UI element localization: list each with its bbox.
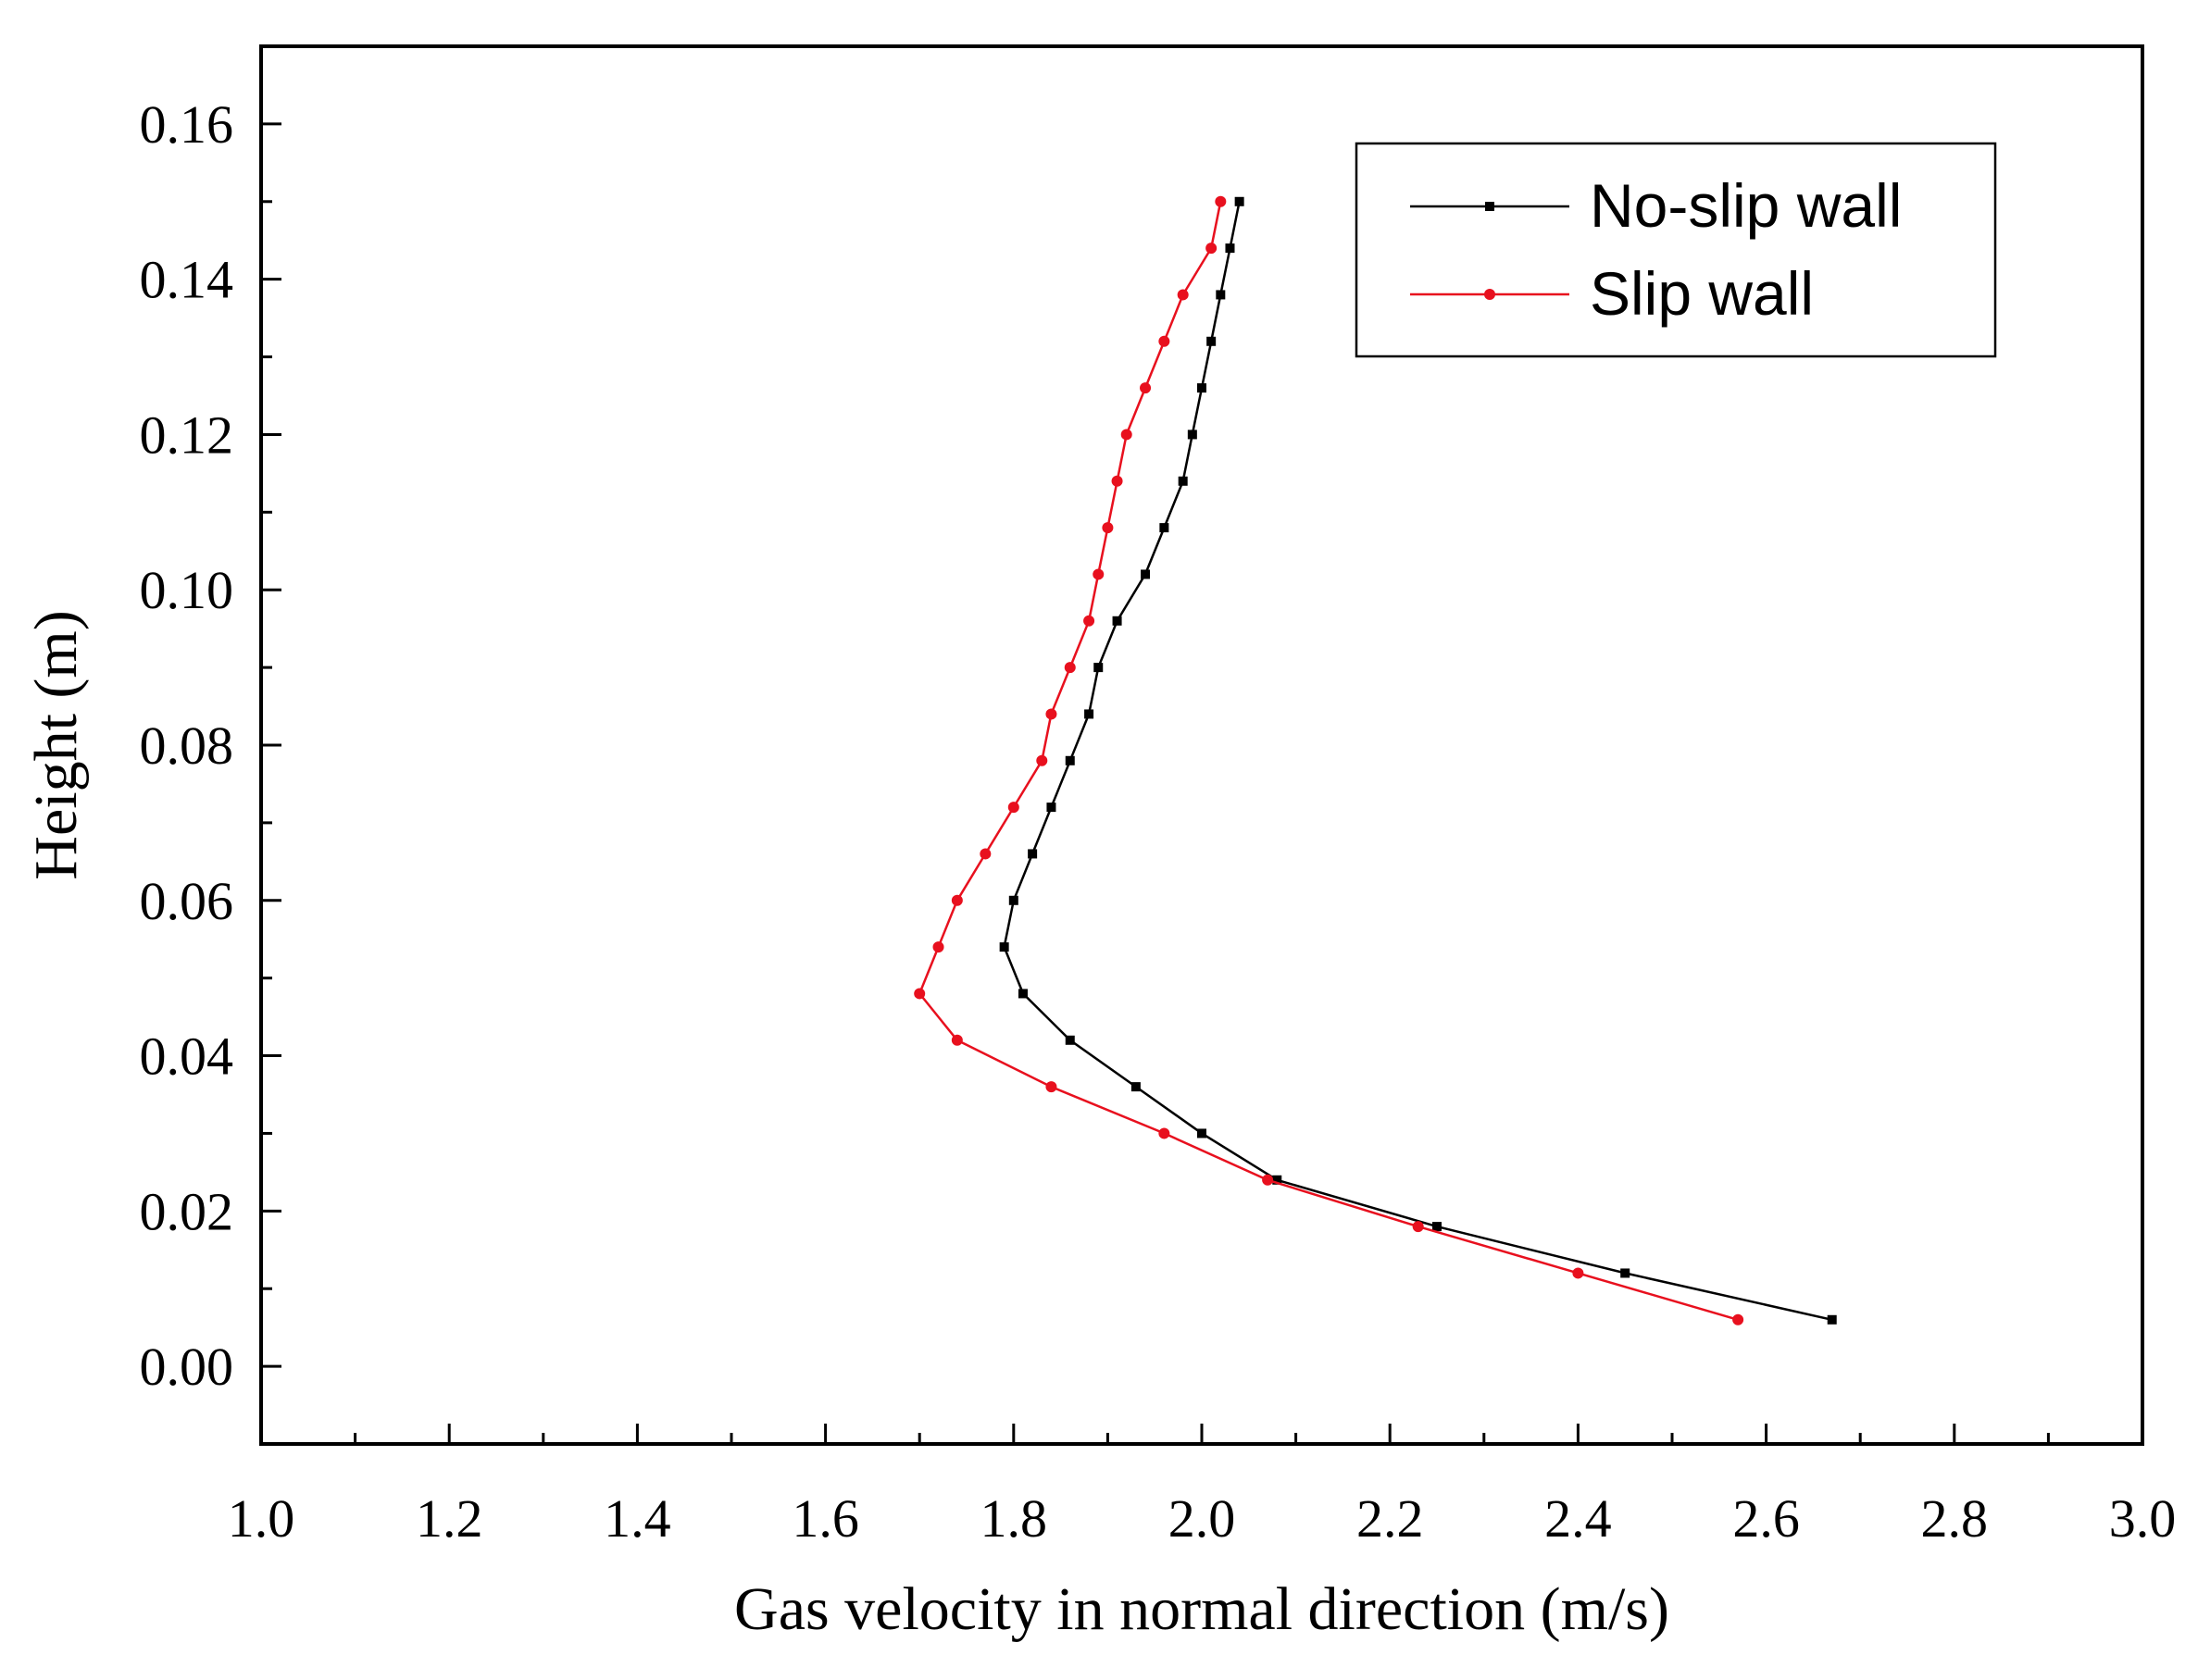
legend-marker-no-slip-wall [1485, 202, 1494, 211]
x-tick-label: 2.4 [1544, 1488, 1612, 1549]
data-point-slip-wall [980, 848, 992, 860]
y-tick-label: 0.16 [140, 94, 234, 155]
y-tick-label: 0.12 [140, 404, 234, 465]
data-point-no-slip-wall [1187, 429, 1197, 440]
x-axis-title: Gas velocity in normal direction (m/s) [734, 1575, 1669, 1643]
tick-labels: 1.0 1.2 1.4 1.6 1.8 2.0 2.2 2.4 2.6 2.8 3.0 0.00 0.0… [140, 94, 2177, 1549]
y-tick-label: 0.14 [140, 250, 234, 310]
data-point-no-slip-wall [1432, 1222, 1442, 1232]
y-tick-label: 0.00 [140, 1337, 234, 1397]
y-tick-label: 0.04 [140, 1027, 234, 1087]
data-point-no-slip-wall [1141, 569, 1151, 579]
data-point-slip-wall [932, 941, 944, 953]
data-point-no-slip-wall [1234, 196, 1244, 206]
plot-series [914, 195, 1837, 1325]
data-point-no-slip-wall [1028, 849, 1038, 859]
data-point-no-slip-wall [1112, 616, 1122, 626]
data-point-no-slip-wall [1084, 709, 1094, 719]
x-tick-label: 1.2 [416, 1488, 483, 1549]
x-tick-label: 1.8 [980, 1488, 1048, 1549]
data-point-no-slip-wall [1065, 755, 1075, 765]
data-point-slip-wall [1093, 568, 1105, 580]
data-point-no-slip-wall [1159, 523, 1169, 533]
data-point-no-slip-wall [1046, 803, 1056, 813]
y-tick-label: 0.10 [140, 560, 234, 620]
data-point-slip-wall [1102, 522, 1114, 534]
x-tick-label: 2.0 [1168, 1488, 1236, 1549]
x-tick-label: 1.4 [604, 1488, 671, 1549]
legend-marker-slip-wall [1484, 289, 1495, 300]
y-tick-label: 0.08 [140, 716, 234, 776]
legend-box [1355, 142, 1997, 358]
data-point-no-slip-wall [1197, 1128, 1206, 1139]
data-point-slip-wall [1007, 802, 1019, 814]
data-point-no-slip-wall [1008, 895, 1018, 905]
legend: No-slip wall Slip wall [1355, 142, 1997, 358]
data-point-slip-wall [1412, 1221, 1424, 1233]
data-point-no-slip-wall [1272, 1175, 1282, 1185]
data-point-no-slip-wall [1018, 989, 1028, 999]
data-point-slip-wall [1045, 708, 1057, 720]
y-tick-label: 0.06 [140, 871, 234, 931]
data-point-no-slip-wall [1197, 383, 1206, 393]
legend-label-slip-wall: Slip wall [1590, 259, 1814, 328]
data-point-slip-wall [1732, 1313, 1744, 1325]
data-point-slip-wall [1215, 195, 1227, 207]
data-point-slip-wall [1262, 1174, 1274, 1186]
y-tick-label: 0.02 [140, 1181, 234, 1241]
data-point-slip-wall [1572, 1267, 1584, 1279]
x-tick-label: 1.6 [792, 1488, 859, 1549]
x-tick-label: 2.2 [1356, 1488, 1424, 1549]
legend-label-no-slip-wall: No-slip wall [1590, 171, 1902, 240]
data-point-no-slip-wall [1216, 290, 1226, 300]
data-point-slip-wall [951, 1034, 963, 1046]
data-point-slip-wall [1045, 1081, 1057, 1093]
data-point-slip-wall [1205, 243, 1218, 255]
data-point-no-slip-wall [1206, 336, 1217, 346]
data-point-no-slip-wall [1065, 1035, 1075, 1045]
x-tick-label: 3.0 [2109, 1488, 2177, 1549]
data-point-slip-wall [1064, 662, 1076, 674]
data-point-slip-wall [1140, 382, 1152, 394]
data-point-slip-wall [1120, 429, 1132, 441]
data-point-slip-wall [1177, 289, 1189, 301]
data-point-no-slip-wall [1130, 1082, 1141, 1092]
x-tick-label: 2.6 [1732, 1488, 1800, 1549]
data-point-no-slip-wall [999, 942, 1009, 952]
data-point-slip-wall [914, 988, 926, 1000]
data-point-slip-wall [1158, 1127, 1170, 1139]
data-point-slip-wall [951, 894, 963, 906]
data-point-no-slip-wall [1093, 663, 1104, 673]
data-point-no-slip-wall [1827, 1314, 1837, 1325]
data-point-slip-wall [1111, 475, 1123, 487]
y-axis-title: Height (m) [22, 610, 90, 879]
data-point-slip-wall [1158, 335, 1170, 347]
data-point-no-slip-wall [1620, 1268, 1630, 1278]
data-point-slip-wall [1036, 754, 1048, 766]
x-tick-label: 2.8 [1921, 1488, 1989, 1549]
plot-frame [259, 44, 2144, 1446]
data-point-no-slip-wall [1178, 476, 1188, 486]
x-tick-label: 1.0 [228, 1488, 295, 1549]
data-point-no-slip-wall [1225, 243, 1235, 254]
data-point-slip-wall [1083, 615, 1095, 627]
